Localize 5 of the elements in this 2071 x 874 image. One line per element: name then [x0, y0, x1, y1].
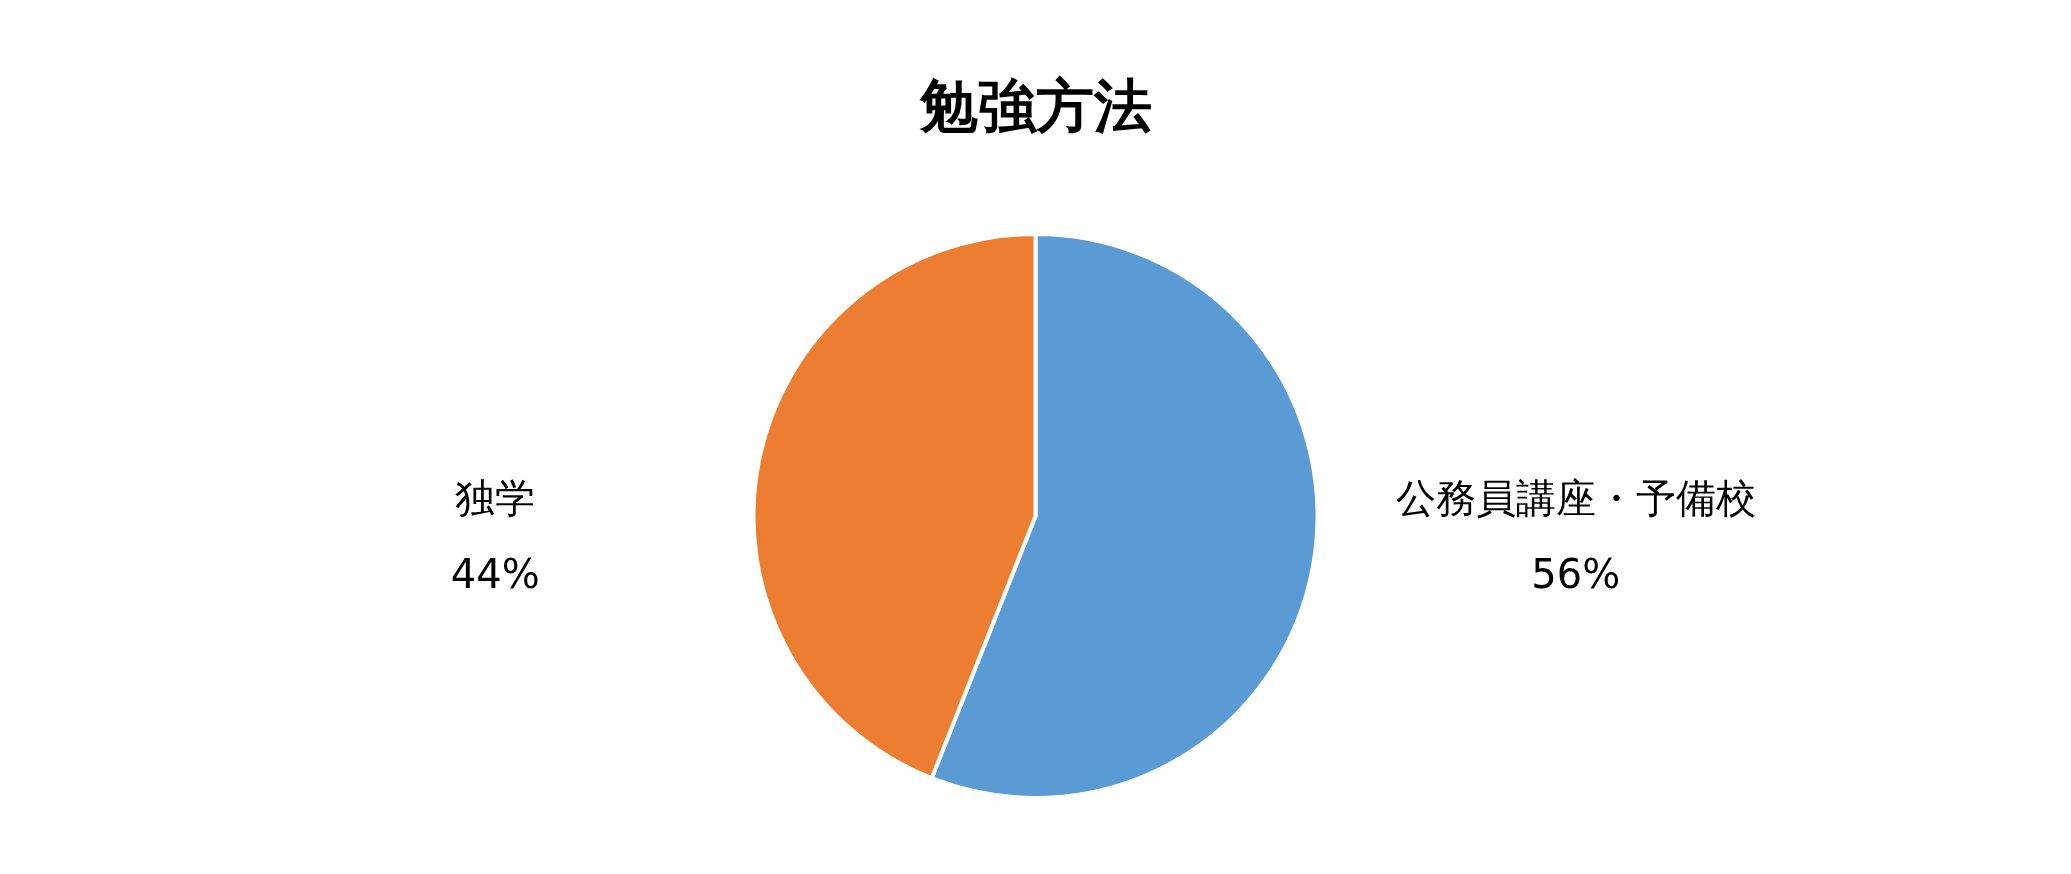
- slice-label: 独学: [455, 474, 536, 521]
- slice-label: 公務員講座・予備校: [1395, 474, 1756, 521]
- data-label: 56%: [1531, 550, 1621, 597]
- chart-title: 勉強方法: [918, 72, 1152, 140]
- data-label: 44%: [450, 550, 540, 597]
